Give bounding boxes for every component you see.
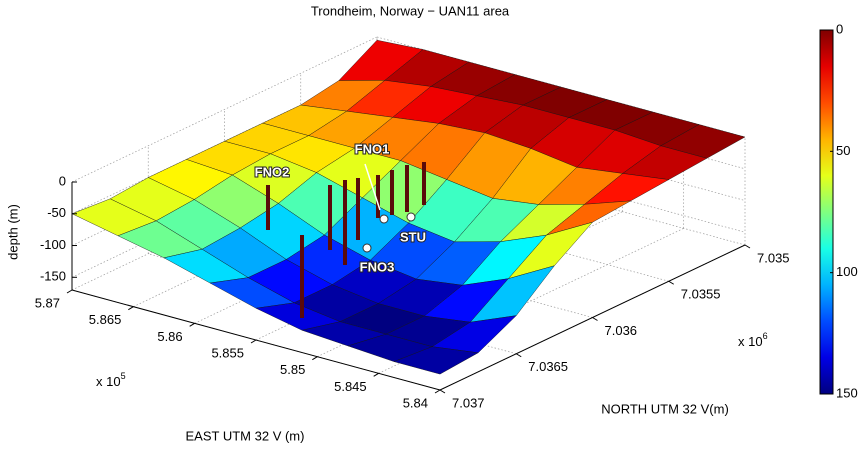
instrument-marker	[363, 244, 371, 252]
tick-mark	[128, 307, 133, 310]
y-tick-label: 7.0355	[681, 287, 721, 302]
y-tick-label: 7.0365	[528, 359, 568, 374]
colorbar-tick-label: 100	[836, 264, 858, 279]
instrument-marker	[380, 215, 388, 223]
x-tick-label: 5.84	[403, 395, 428, 410]
x-axis-label: EAST UTM 32 V (m)	[186, 428, 305, 443]
multiplier-exponent: 5	[121, 371, 126, 381]
y-tick-label: 7.035	[757, 250, 790, 265]
colorbar-tick-label: 50	[836, 143, 850, 158]
tick-mark	[374, 373, 379, 376]
x-tick-label: 5.865	[89, 312, 122, 327]
y-axis-label: NORTH UTM 32 V(m)	[601, 401, 729, 416]
instrument-marker	[407, 213, 415, 221]
tick-mark	[251, 340, 256, 343]
multiplier-base: x 10	[96, 374, 121, 389]
colorbar	[820, 30, 833, 394]
z-tick-label: 0	[59, 173, 66, 188]
x-multiplier: x 105	[96, 371, 126, 389]
tick-mark	[190, 323, 195, 326]
y-multiplier: x 106	[738, 331, 768, 349]
tick-mark	[669, 281, 674, 284]
tick-mark	[745, 245, 750, 248]
tick-mark	[440, 390, 445, 393]
z-tick-label: -100	[40, 237, 66, 252]
x-tick-label: 5.85	[280, 362, 305, 377]
colorbar-tick-label: 0	[836, 21, 843, 36]
z-tick-label: -150	[40, 269, 66, 284]
multiplier-exponent: 6	[763, 331, 768, 341]
x-tick-label: 5.855	[211, 345, 244, 360]
y-tick-label: 7.036	[605, 323, 638, 338]
annotation: FNO3	[360, 259, 395, 274]
tick-mark	[516, 354, 521, 357]
tick-mark	[67, 290, 72, 293]
multiplier-base: x 10	[738, 334, 763, 349]
x-tick-label: 5.86	[157, 329, 182, 344]
y-tick-label: 7.037	[452, 395, 485, 410]
tick-mark	[312, 357, 317, 360]
z-axis-label: depth (m)	[5, 204, 20, 260]
chart-title: Trondheim, Norway − UAN11 area	[311, 3, 510, 18]
tick-mark	[593, 318, 598, 321]
z-tick-label: -50	[47, 205, 66, 220]
annotation: FNO1	[355, 141, 390, 156]
annotation: FNO2	[255, 164, 290, 179]
annotation: STU	[400, 229, 426, 244]
x-tick-label: 5.845	[334, 379, 367, 394]
tick-mark	[435, 390, 440, 393]
chart: FNO1 FNO2 STU FNO3 Trondheim, Norway − U…	[0, 0, 860, 452]
x-tick-label: 5.87	[35, 295, 60, 310]
colorbar-tick-label: 150	[836, 385, 858, 400]
